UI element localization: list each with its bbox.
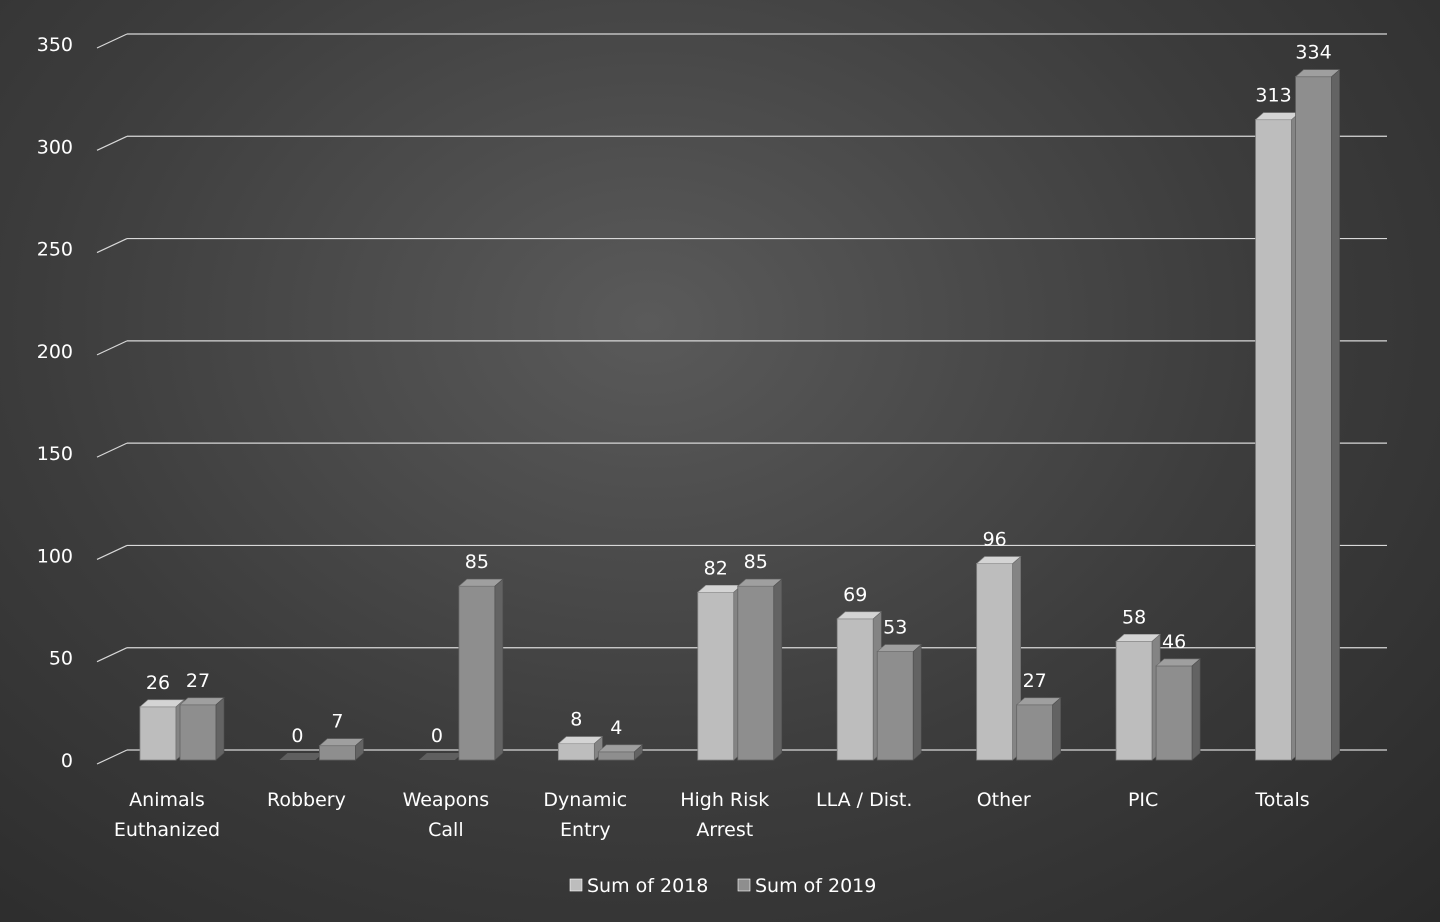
gridline-slant (96, 442, 128, 458)
bar (139, 706, 177, 761)
gridline-slant (96, 33, 128, 49)
x-tick-label: Other (977, 789, 1031, 811)
data-label: 69 (843, 584, 867, 606)
data-label: 26 (146, 672, 170, 694)
x-tick-label: Animals (129, 789, 205, 811)
legend-swatch (569, 878, 583, 892)
bar (319, 745, 356, 761)
bar-side (215, 697, 225, 761)
x-tick-label: PIC (1128, 789, 1158, 811)
x-tick-label: Arrest (696, 819, 753, 841)
bar (876, 651, 914, 761)
bar-zero (279, 753, 324, 760)
y-tick-label: 200 (37, 341, 73, 363)
data-label: 313 (1255, 85, 1291, 107)
gridline-slant (96, 135, 128, 151)
y-tick-label: 350 (37, 34, 73, 56)
bar-side (494, 578, 504, 761)
legend-label: Sum of 2018 (587, 875, 708, 897)
bar (697, 591, 735, 761)
data-label: 58 (1122, 606, 1146, 628)
data-labels: 26 0 0 8 82 69 96 58 313 27 7 85 4 85 53 27 46 334 (146, 42, 1332, 747)
x-tick-label: Entry (560, 819, 611, 841)
y-tick-label: 300 (37, 136, 73, 158)
bars (139, 69, 1341, 761)
data-label: 7 (331, 711, 343, 733)
bar-zero (418, 753, 463, 760)
bar (1115, 640, 1153, 761)
bar (737, 585, 775, 761)
data-label: 96 (983, 529, 1007, 551)
gridline-slant (96, 749, 128, 765)
y-axis-ticks: 0 50 100 150 200 250 300 350 (37, 34, 73, 772)
x-tick-label: Weapons (403, 789, 490, 811)
gridline-slant (96, 647, 128, 663)
x-tick-label: LLA / Dist. (816, 789, 912, 811)
y-tick-label: 150 (37, 443, 73, 465)
bar (836, 618, 874, 761)
data-label: 334 (1295, 42, 1331, 64)
bar-side (912, 643, 922, 761)
y-tick-label: 0 (61, 750, 73, 772)
y-tick-label: 100 (37, 545, 73, 567)
bar (1155, 665, 1193, 761)
legend-swatch (737, 878, 751, 892)
bar-side (634, 744, 643, 761)
x-tick-label: Call (428, 819, 463, 841)
legend: Sum of 2018 Sum of 2019 (569, 875, 876, 897)
data-label: 0 (291, 725, 303, 747)
gridline-slant (96, 340, 128, 356)
bar-side (1331, 69, 1340, 761)
data-label: 8 (570, 709, 582, 731)
gridline-slant (96, 544, 128, 560)
x-tick-label: Totals (1254, 789, 1309, 811)
bar (597, 751, 635, 761)
x-tick-label: Dynamic (543, 789, 627, 811)
bar (179, 704, 217, 761)
y-tick-label: 250 (37, 239, 73, 261)
bar (1255, 119, 1292, 761)
y-tick-label: 50 (49, 648, 73, 670)
data-label: 27 (186, 670, 210, 692)
data-label: 85 (465, 551, 489, 573)
bar (557, 743, 595, 761)
legend-label: Sum of 2019 (755, 875, 876, 897)
data-label: 0 (431, 725, 443, 747)
data-label: 53 (883, 617, 907, 639)
data-label: 4 (610, 717, 622, 739)
gridline-slant (96, 238, 128, 254)
bar-side (355, 738, 364, 761)
bar-side (773, 578, 783, 761)
bar (1016, 704, 1054, 761)
bar (976, 563, 1014, 761)
data-label: 85 (744, 551, 768, 573)
bar-side (1052, 697, 1061, 761)
data-label: 82 (704, 557, 728, 579)
bar-side (1191, 658, 1201, 761)
x-tick-label: Robbery (267, 789, 346, 811)
x-tick-label: High Risk (680, 789, 769, 811)
x-axis-labels: Animals Euthanized Robbery Weapons Call Dynam… (114, 789, 1310, 841)
bar (1295, 76, 1332, 761)
data-label: 46 (1162, 631, 1186, 653)
data-label: 27 (1023, 670, 1047, 692)
x-tick-label: Euthanized (114, 819, 220, 841)
bar (458, 585, 496, 761)
